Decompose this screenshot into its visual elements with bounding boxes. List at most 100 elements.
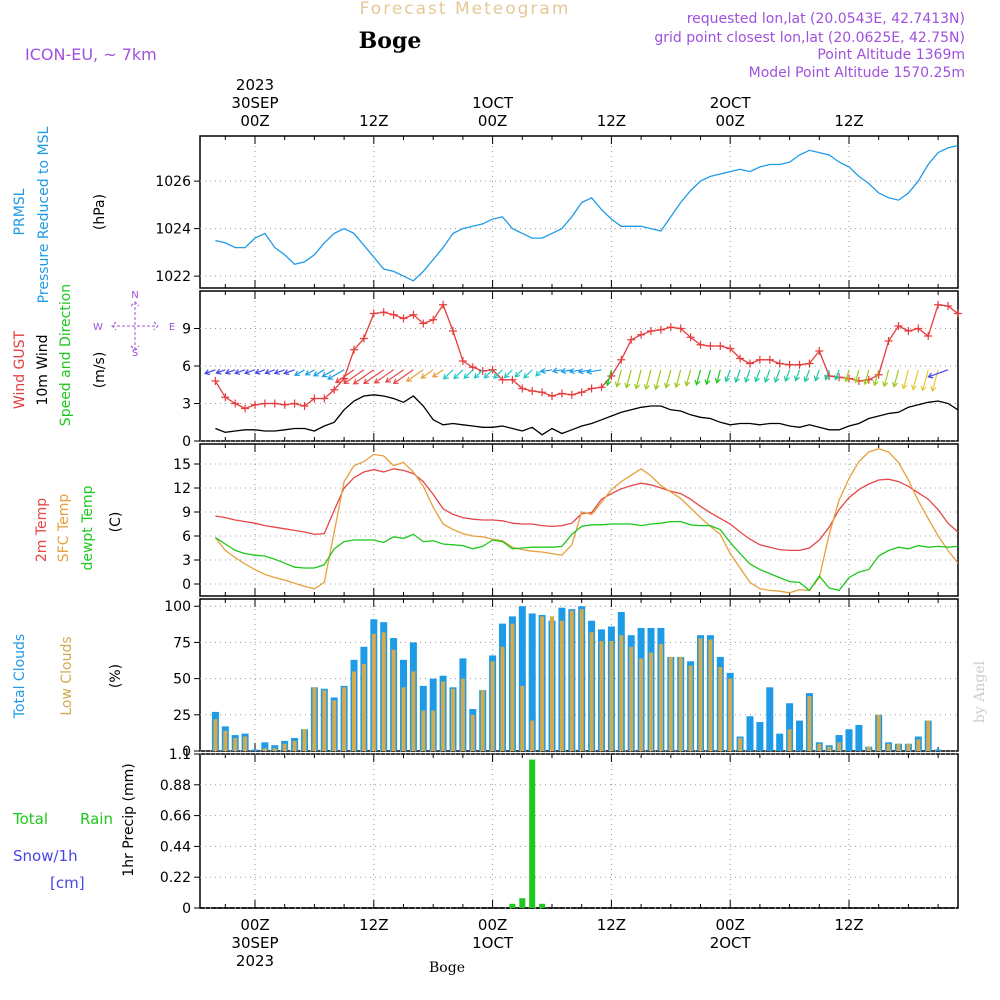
wind-direction-arrow	[264, 368, 276, 375]
low-cloud-bar	[837, 742, 842, 751]
precip-ytick-label: 0.22	[160, 870, 191, 886]
low-cloud-bar	[292, 740, 297, 751]
gust-marker	[369, 309, 378, 318]
wind-gust-label: Wind GUST	[12, 330, 28, 409]
wind-direction-arrow	[824, 369, 830, 381]
tsfc-line	[214, 448, 959, 594]
precip-rain-label: Rain	[80, 810, 113, 828]
wind-direction-arrow	[321, 369, 335, 378]
bottom-tick-label: 00Z	[716, 916, 745, 934]
gust-marker	[310, 394, 319, 403]
low-cloud-bar	[381, 632, 386, 751]
low-cloud-bar	[916, 739, 921, 751]
gust-marker	[924, 332, 933, 340]
low-cloud-bar	[500, 646, 505, 751]
low-cloud-bar	[530, 720, 535, 751]
total-cloud-bar	[251, 749, 259, 751]
low-cloud-bar	[876, 714, 881, 751]
low-cloud-bar	[649, 652, 653, 751]
precip-frame	[199, 753, 959, 909]
low-cloud-bar	[678, 656, 683, 751]
wind-direction-arrow	[352, 369, 375, 385]
low-cloud-bar	[460, 678, 465, 751]
wind-direction-arrow	[734, 369, 741, 384]
bottom-tick-label: 30SEP	[231, 934, 278, 952]
wind-direction-arrow	[754, 369, 761, 383]
wind-direction-arrow	[744, 369, 751, 384]
gust-marker	[300, 402, 309, 410]
low-cloud-bar	[243, 736, 248, 751]
gust-marker	[518, 384, 527, 393]
wind-direction-arrow	[503, 369, 513, 379]
temp-dew-label: dewpt Temp	[80, 485, 96, 570]
model-altitude: Model Point Altitude 1570.25m	[749, 65, 965, 81]
total-cloud-bar	[934, 749, 942, 751]
low-cloud-bar	[431, 710, 436, 751]
gust-marker	[944, 302, 952, 310]
low-cloud-bar	[233, 737, 238, 751]
gust-marker	[696, 340, 705, 349]
gust-marker	[419, 319, 428, 328]
gust-marker	[587, 384, 596, 393]
low-cloud-bar	[223, 730, 228, 751]
precip-ytick-label: 0	[182, 901, 191, 917]
low-cloud-bar	[490, 661, 495, 751]
low-cloud-bar	[282, 743, 287, 751]
wind-direction-arrow	[551, 367, 562, 374]
gust-marker	[458, 357, 467, 365]
wind-direction-arrow	[392, 369, 414, 385]
wind-direction-arrow	[892, 369, 900, 388]
low-cloud-bar	[807, 695, 812, 751]
precip-cm-label: [cm]	[50, 874, 85, 892]
point-altitude: Point Altitude 1369m	[817, 47, 965, 63]
total-cloud-bar	[786, 703, 794, 751]
wind-ytick-label: 0	[182, 434, 191, 450]
gust-marker	[706, 342, 715, 350]
low-cloud-bar	[441, 681, 446, 751]
temp-ytick-label: 9	[182, 505, 191, 521]
precip-plot	[200, 759, 958, 909]
total-cloud-bar	[746, 716, 754, 751]
wind-plot	[204, 300, 962, 436]
gust-marker	[676, 324, 685, 333]
gust-marker	[726, 344, 735, 353]
wind-direction-arrow	[560, 367, 572, 374]
low-cloud-bar	[510, 623, 515, 751]
wind-direction-arrow	[273, 369, 285, 375]
gust-marker	[241, 404, 250, 413]
top-tick-label: 12Z	[359, 112, 388, 130]
wind-direction-arrow	[704, 369, 711, 386]
low-cloud-bar	[688, 665, 693, 751]
low-cloud-bar	[817, 743, 822, 751]
wind-ytick-label: 6	[182, 359, 191, 375]
pressure-plot	[215, 144, 959, 282]
gust-marker	[449, 327, 457, 335]
gust-marker	[934, 300, 943, 309]
clouds-ytick-label: 25	[173, 708, 191, 724]
footer-label: Boge	[429, 960, 465, 976]
meteogram-title: Forecast Meteogram	[360, 0, 571, 19]
pressure-ytick-label: 1024	[155, 222, 191, 238]
wind-direction-arrow	[694, 369, 702, 386]
watermark: by Angel	[972, 660, 988, 723]
gust-marker	[488, 365, 497, 374]
wind-direction-arrow	[605, 369, 612, 387]
gust-marker	[498, 375, 507, 384]
compass-w: W	[93, 322, 103, 333]
gust-marker	[577, 388, 586, 397]
gust-marker	[290, 399, 299, 408]
precip-bar	[529, 759, 536, 908]
low-cloud-bar	[787, 729, 792, 751]
top-tick-label: 30SEP	[231, 94, 278, 112]
wind-dir-label: Speed and Direction	[58, 284, 74, 426]
top-tick-label: 1OCT	[472, 94, 514, 112]
gust-marker	[785, 360, 794, 369]
wind-direction-arrow	[373, 369, 394, 384]
total-cloud-bar	[756, 722, 764, 751]
wind-direction-arrow	[535, 369, 543, 377]
wind-direction-arrow	[674, 369, 682, 389]
temp-ytick-label: 6	[182, 529, 191, 545]
wind-direction-arrow	[901, 369, 909, 390]
wind-direction-arrow	[431, 369, 444, 378]
